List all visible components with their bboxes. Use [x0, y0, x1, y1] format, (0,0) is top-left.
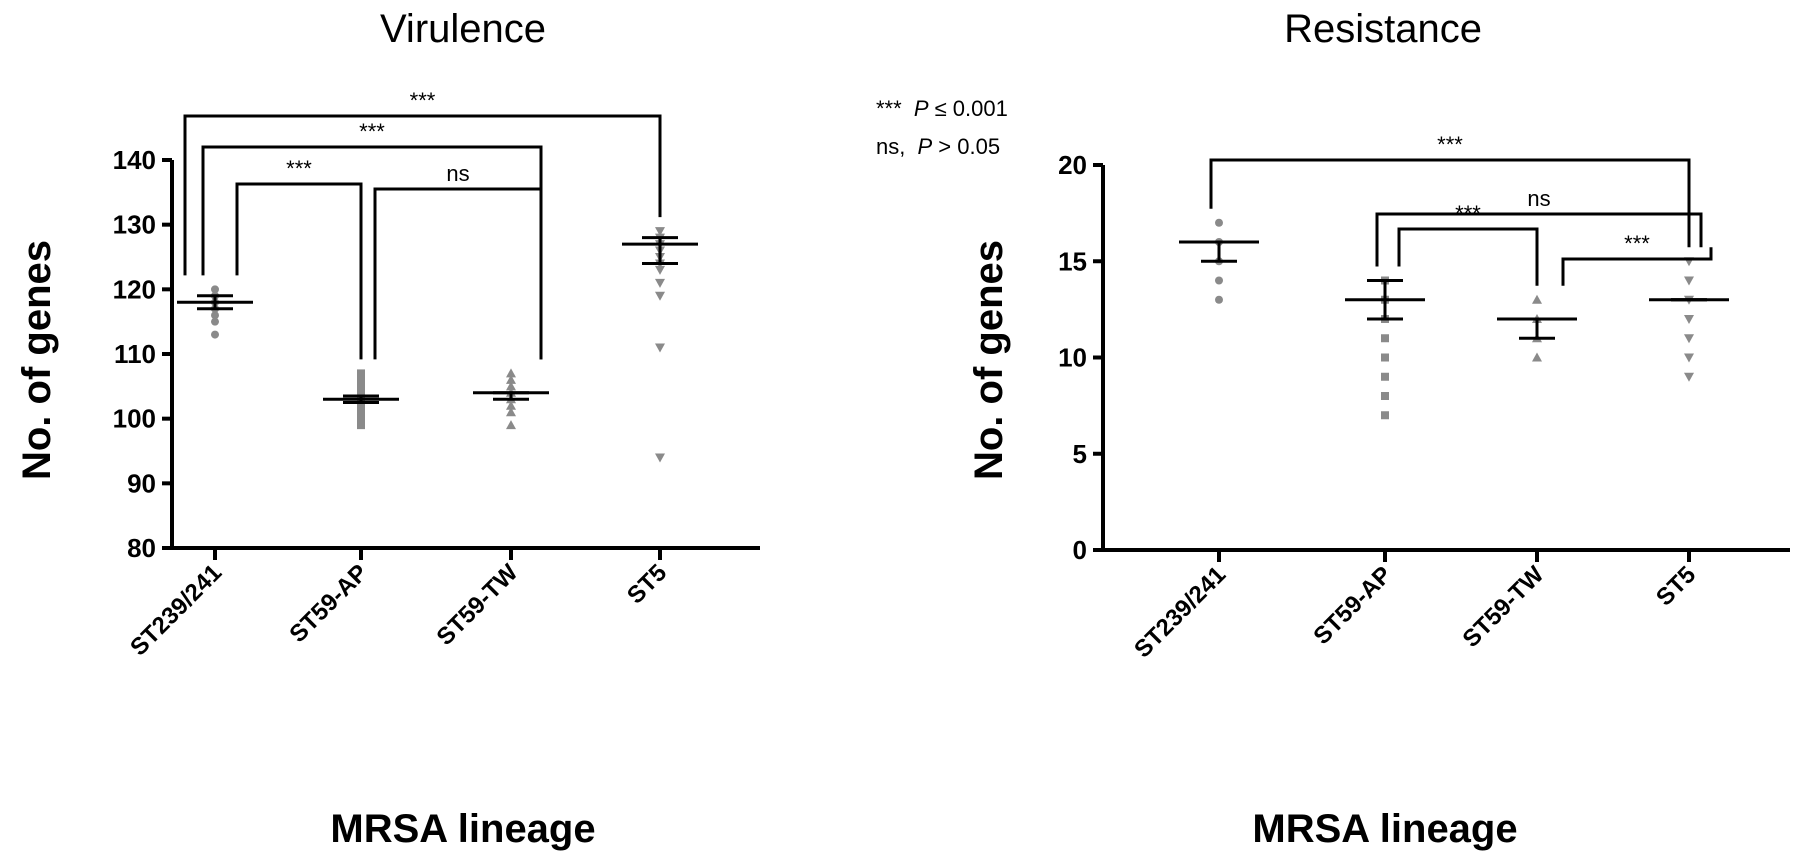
virulence-title: Virulence: [380, 7, 546, 51]
virulence-y-tick-label: 100: [113, 404, 156, 434]
resistance-y-tick-label: 20: [1058, 150, 1087, 180]
resistance-data-point: [1684, 353, 1694, 363]
virulence-significance-label: ns: [446, 161, 469, 186]
resistance-y-axis-title: No. of genes: [967, 240, 1011, 480]
virulence-y-tick-label: 130: [113, 210, 156, 240]
resistance-significance-bracket: [1397, 227, 1539, 286]
virulence-data-point: [211, 317, 219, 326]
resistance-data-point: [1684, 276, 1694, 286]
resistance-data-point: [1381, 334, 1389, 343]
virulence-data-point: [655, 227, 665, 237]
virulence-error-bars: [177, 236, 698, 404]
virulence-y-tick-label: 120: [113, 274, 156, 304]
key-2-stars: ns,: [876, 134, 905, 159]
virulence-category-label: ST59-AP: [284, 559, 373, 648]
virulence-data-point: [506, 381, 516, 391]
virulence-y-tick-label: 140: [113, 145, 156, 175]
virulence-data-point: [506, 374, 516, 384]
significance-key-line-1: *** P ≤ 0.001: [876, 96, 1008, 121]
virulence-significance-label: ***: [410, 88, 436, 113]
virulence-category-label: ST59-TW: [432, 559, 524, 651]
resistance-significance-label: ***: [1624, 231, 1650, 256]
resistance-data-point: [1381, 372, 1389, 381]
virulence-data-point: [506, 368, 516, 378]
resistance-significance-label: ***: [1437, 132, 1463, 157]
key-1-text: ≤ 0.001: [935, 96, 1008, 121]
resistance-significance: *** ns *** ***: [1209, 132, 1713, 286]
virulence-significance-label: ***: [286, 156, 312, 181]
resistance-data-point: [1381, 353, 1389, 362]
resistance-category-label: ST239/241: [1129, 561, 1231, 663]
virulence-points: [211, 227, 665, 463]
virulence-significance: *** *** *** ns: [183, 88, 662, 360]
resistance-y-tick-label: 0: [1073, 535, 1087, 565]
virulence-data-point: [506, 400, 516, 410]
resistance-axes: 0 5 10 15 20 ST239/241 ST59-AP ST59-TW ST5: [1058, 150, 1790, 663]
resistance-y-tick-label: 5: [1073, 439, 1087, 469]
virulence-significance-bracket: [373, 187, 543, 360]
virulence-category-label: ST5: [622, 559, 672, 609]
virulence-axes: 80 90 100 110 120 130 140 ST239/241 ST59-AP ST59-…: [113, 145, 760, 661]
resistance-data-point: [1215, 276, 1223, 285]
virulence-data-point: [655, 265, 665, 275]
virulence-data-point: [655, 453, 665, 463]
resistance-data-point: [1684, 372, 1694, 382]
virulence-y-tick-label: 90: [127, 468, 156, 498]
resistance-significance-label: ns: [1527, 186, 1550, 211]
significance-key-line-2: ns, P > 0.05: [876, 134, 1000, 159]
resistance-data-point: [1381, 392, 1389, 400]
resistance-error-bars: [1179, 240, 1729, 340]
resistance-data-point: [1684, 334, 1694, 344]
resistance-x-axis-title: MRSA lineage: [1252, 807, 1517, 851]
resistance-data-point: [1381, 411, 1389, 420]
virulence-y-axis-title: No. of genes: [15, 240, 59, 480]
virulence-significance-bracket: [183, 114, 662, 276]
resistance-category-label: ST5: [1651, 561, 1701, 611]
virulence-data-point: [211, 285, 219, 294]
virulence-data-point: [357, 369, 365, 378]
virulence-chart: Virulence MRSA lineage No. of genes 80 90…: [15, 7, 760, 851]
resistance-y-tick-label: 10: [1058, 343, 1087, 373]
resistance-significance-bracket: [1209, 158, 1691, 248]
virulence-data-point: [506, 407, 516, 417]
virulence-significance-bracket: [235, 182, 363, 360]
virulence-category-label: ST239/241: [125, 559, 227, 661]
key-2-p: P: [917, 134, 932, 159]
resistance-points: [1215, 218, 1694, 420]
resistance-data-point: [1532, 352, 1542, 362]
virulence-significance-label: ***: [359, 119, 385, 144]
virulence-data-point: [506, 420, 516, 430]
key-1-stars: ***: [876, 96, 902, 121]
resistance-significance-bracket: [1561, 247, 1713, 286]
virulence-x-axis-title: MRSA lineage: [330, 807, 595, 851]
resistance-title: Resistance: [1284, 7, 1482, 51]
virulence-data-point: [655, 278, 665, 288]
virulence-data-point: [357, 382, 365, 391]
virulence-data-point: [211, 311, 219, 320]
resistance-chart: Resistance MRSA lineage No. of genes 0 5 1…: [967, 7, 1790, 851]
virulence-data-point: [655, 291, 665, 301]
resistance-data-point: [1215, 295, 1223, 304]
resistance-y-tick-label: 15: [1058, 246, 1087, 276]
resistance-data-point: [1532, 294, 1542, 304]
resistance-data-point: [1215, 218, 1223, 227]
virulence-data-point: [357, 375, 365, 384]
resistance-significance-bracket: [1375, 212, 1703, 267]
virulence-data-point: [655, 343, 665, 353]
virulence-y-tick-label: 110: [114, 339, 156, 369]
virulence-data-point: [357, 414, 365, 423]
virulence-significance-bracket: [201, 145, 543, 360]
significance-key: *** P ≤ 0.001 ns, P > 0.05: [876, 96, 1008, 159]
resistance-data-point: [1684, 315, 1694, 324]
resistance-significance-label: ***: [1455, 201, 1481, 226]
virulence-data-point: [211, 330, 219, 339]
resistance-category-label: ST59-TW: [1458, 561, 1550, 653]
key-2-text: > 0.05: [938, 134, 1000, 159]
virulence-y-tick-label: 80: [127, 533, 156, 563]
resistance-category-label: ST59-AP: [1308, 561, 1397, 650]
key-1-p: P: [914, 96, 929, 121]
